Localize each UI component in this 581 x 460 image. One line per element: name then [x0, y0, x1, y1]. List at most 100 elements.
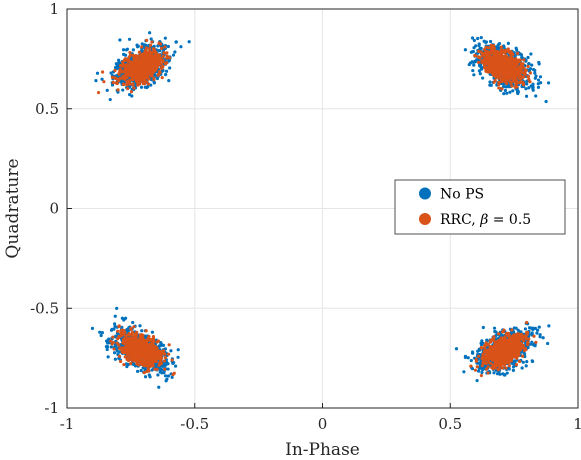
scatter-point-rrc — [123, 330, 127, 334]
scatter-point-rrc — [515, 60, 520, 64]
scatter-point-rrc — [507, 61, 511, 65]
scatter-point-rrc — [162, 359, 166, 363]
scatter-point-no-ps — [173, 50, 177, 54]
scatter-point-rrc — [131, 339, 135, 343]
scatter-point-no-ps — [484, 40, 489, 44]
scatter-point-no-ps — [165, 377, 169, 381]
scatter-point-rrc — [135, 343, 140, 347]
scatter-point-rrc — [152, 64, 156, 68]
scatter-point-no-ps — [537, 325, 541, 329]
scatter-point-no-ps — [480, 370, 484, 375]
scatter-point-no-ps — [168, 66, 172, 70]
scatter-point-rrc — [116, 329, 120, 333]
scatter-point-no-ps — [530, 63, 534, 67]
scatter-point-no-ps — [521, 360, 525, 364]
scatter-point-no-ps — [156, 44, 160, 48]
scatter-point-no-ps — [159, 342, 163, 346]
scatter-point-rrc — [160, 356, 164, 360]
scatter-point-no-ps — [524, 94, 529, 98]
scatter-point-rrc — [515, 85, 519, 89]
scatter-point-no-ps — [503, 373, 507, 377]
scatter-point-no-ps — [110, 327, 114, 331]
scatter-point-no-ps — [533, 326, 537, 330]
scatter-point-rrc — [126, 87, 130, 91]
scatter-point-rrc — [140, 56, 144, 60]
scatter-point-no-ps — [524, 87, 528, 91]
scatter-point-rrc — [134, 334, 138, 338]
scatter-point-rrc — [159, 66, 163, 70]
scatter-point-no-ps — [508, 90, 512, 94]
scatter-point-rrc — [165, 51, 169, 55]
scatter-point-no-ps — [511, 368, 515, 372]
scatter-point-no-ps — [140, 329, 144, 333]
scatter-point-rrc — [142, 371, 146, 375]
scatter-point-rrc — [480, 54, 484, 58]
scatter-point-no-ps — [525, 360, 529, 364]
scatter-point-rrc — [500, 79, 504, 83]
scatter-point-no-ps — [131, 48, 135, 52]
scatter-point-no-ps — [530, 331, 534, 335]
scatter-point-rrc — [494, 59, 498, 63]
scatter-point-no-ps — [132, 362, 136, 367]
scatter-point-no-ps — [112, 351, 117, 355]
scatter-point-no-ps — [163, 36, 167, 40]
scatter-point-rrc — [123, 67, 128, 71]
scatter-point-rrc — [476, 60, 481, 64]
scatter-point-rrc — [113, 68, 117, 73]
scatter-point-rrc — [117, 78, 121, 83]
scatter-point-rrc — [497, 57, 501, 62]
scatter-point-no-ps — [176, 355, 180, 359]
scatter-point-no-ps — [546, 341, 550, 346]
scatter-point-rrc — [163, 367, 167, 371]
scatter-point-rrc — [161, 350, 165, 354]
scatter-point-rrc — [503, 74, 507, 78]
scatter-point-rrc — [152, 347, 156, 352]
scatter-point-rrc — [142, 61, 146, 65]
scatter-point-no-ps — [527, 326, 532, 330]
scatter-point-rrc — [128, 53, 133, 57]
scatter-point-rrc — [142, 73, 146, 77]
scatter-point-rrc — [500, 87, 504, 91]
scatter-point-rrc — [146, 82, 151, 86]
scatter-point-no-ps — [121, 88, 125, 92]
scatter-point-no-ps — [502, 92, 506, 96]
scatter-point-rrc — [130, 332, 134, 337]
scatter-point-no-ps — [547, 324, 551, 328]
scatter-point-no-ps — [534, 94, 538, 98]
scatter-point-no-ps — [150, 368, 154, 372]
scatter-point-no-ps — [470, 36, 475, 40]
scatter-point-rrc — [123, 355, 127, 359]
scatter-point-rrc — [147, 71, 152, 75]
scatter-point-no-ps — [498, 372, 502, 376]
scatter-point-rrc — [515, 66, 520, 71]
scatter-point-rrc — [131, 82, 135, 86]
scatter-point-no-ps — [536, 328, 540, 332]
scatter-point-no-ps — [135, 45, 140, 49]
scatter-point-rrc — [147, 77, 151, 81]
scatter-point-no-ps — [531, 327, 535, 332]
scatter-point-rrc — [151, 47, 156, 51]
scatter-point-rrc — [135, 351, 140, 355]
scatter-point-rrc — [480, 51, 485, 55]
scatter-point-no-ps — [169, 349, 173, 353]
scatter-point-rrc — [512, 74, 516, 79]
scatter-point-rrc — [487, 70, 492, 74]
scatter-point-rrc — [151, 343, 155, 347]
scatter-point-rrc — [507, 50, 511, 54]
scatter-point-no-ps — [536, 82, 540, 86]
scatter-point-no-ps — [463, 354, 468, 358]
scatter-point-rrc — [496, 61, 500, 65]
scatter-point-no-ps — [478, 46, 482, 51]
scatter-point-rrc — [122, 69, 126, 74]
scatter-point-no-ps — [505, 371, 509, 375]
scatter-point-rrc — [115, 81, 119, 86]
scatter-point-rrc — [155, 349, 159, 354]
scatter-point-rrc — [123, 77, 127, 81]
scatter-point-rrc — [482, 56, 487, 60]
scatter-point-rrc — [534, 340, 538, 344]
scatter-point-rrc — [515, 72, 519, 76]
scatter-point-no-ps — [538, 75, 543, 79]
scatter-point-rrc — [120, 346, 124, 350]
scatter-point-rrc — [490, 71, 494, 75]
scatter-point-no-ps — [105, 347, 109, 352]
